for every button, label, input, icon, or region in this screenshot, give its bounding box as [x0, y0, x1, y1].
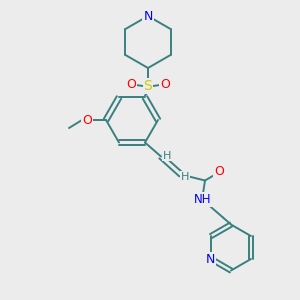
- Text: H: H: [163, 151, 171, 160]
- Text: N: N: [143, 10, 153, 22]
- Text: S: S: [144, 79, 152, 93]
- Text: O: O: [82, 113, 92, 127]
- Text: O: O: [126, 79, 136, 92]
- Text: O: O: [214, 165, 224, 178]
- Text: O: O: [160, 79, 170, 92]
- Text: NH: NH: [194, 193, 212, 206]
- Text: H: H: [181, 172, 189, 182]
- Text: N: N: [206, 253, 215, 266]
